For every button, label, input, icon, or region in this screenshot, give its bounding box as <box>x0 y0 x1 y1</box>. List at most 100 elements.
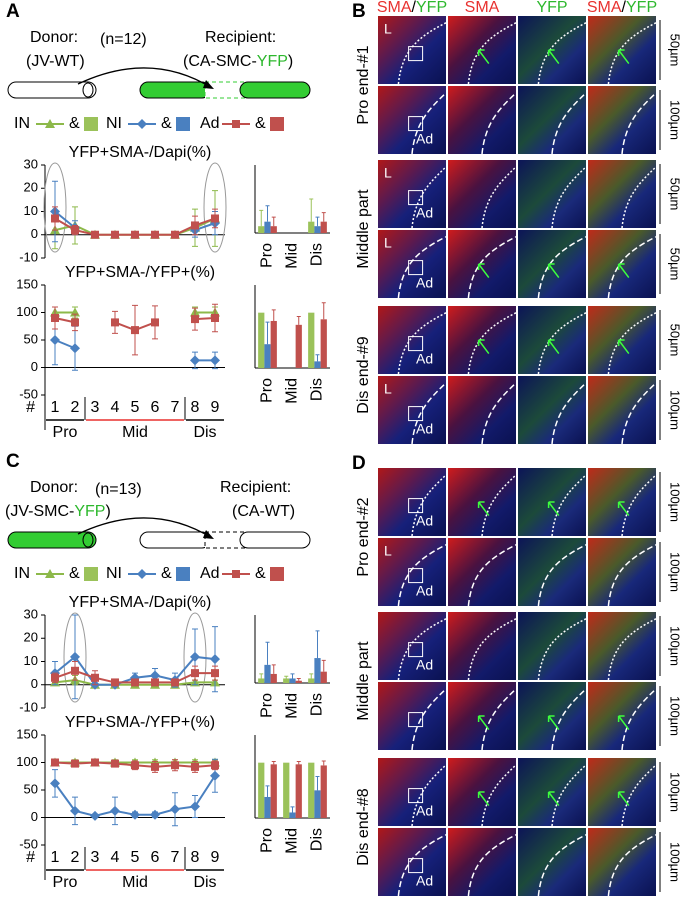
group-label: Mid <box>122 424 148 441</box>
inset-box <box>408 46 424 62</box>
multi-color-text: SMA/YFP <box>377 0 447 16</box>
x-tick-label: 7 <box>171 399 180 416</box>
group-label: Pro end-#1 <box>355 45 372 124</box>
micrograph <box>518 538 586 606</box>
point <box>211 761 219 770</box>
green-arrow <box>547 501 560 517</box>
text-part: SMA <box>377 0 412 16</box>
micrograph <box>378 86 446 154</box>
boundary-line <box>607 22 657 85</box>
image-tag: L <box>384 381 392 397</box>
bar <box>283 678 290 683</box>
point <box>150 809 160 820</box>
boundary-line <box>551 382 587 445</box>
point <box>50 335 60 345</box>
x-tick-label: 6 <box>151 399 160 416</box>
image-tag: Ad <box>416 421 433 437</box>
bar-category-label: Pro <box>259 378 276 403</box>
multi-color-text: YFP <box>536 0 567 16</box>
error-bar <box>315 776 320 791</box>
scale-label: 50µm <box>668 248 683 281</box>
micrograph <box>448 86 516 154</box>
group-label: Dis end-#8 <box>355 788 372 865</box>
micrograph <box>448 828 516 896</box>
micrograph <box>448 612 516 680</box>
text-part: YFP <box>626 0 657 16</box>
error-bar <box>296 761 301 765</box>
boundary-line <box>411 92 447 155</box>
bar <box>270 673 277 683</box>
error-bar <box>321 760 326 766</box>
micrograph <box>448 160 516 228</box>
point <box>51 758 59 767</box>
x-tick-label: 2 <box>71 849 80 866</box>
y-tick-label: 20 <box>24 180 38 195</box>
y-tick-label: 50 <box>24 331 38 346</box>
boundary-line <box>621 764 657 827</box>
point <box>131 230 139 239</box>
text-part: SMA <box>465 0 500 16</box>
point <box>210 355 220 366</box>
group-label: Dis <box>193 424 216 441</box>
donor-label: Donor: <box>30 479 78 496</box>
bar <box>314 361 321 368</box>
scale-label: 100µm <box>668 842 683 882</box>
x-tick-label: 8 <box>191 399 200 416</box>
green-arrow <box>617 791 630 807</box>
legend-marker <box>232 570 240 578</box>
transfer-arrow <box>77 517 213 539</box>
point <box>210 770 220 781</box>
boundary-line <box>481 474 517 537</box>
boundary-line <box>537 544 587 607</box>
green-arrow <box>547 715 560 731</box>
point <box>170 804 180 815</box>
legend-marker <box>137 119 147 129</box>
scale-label: 100µm <box>668 626 683 666</box>
x-tick-label: 8 <box>191 849 200 866</box>
point <box>70 343 80 354</box>
micrograph <box>588 160 656 228</box>
point <box>191 315 199 324</box>
text-part: (JV-WT) <box>26 53 85 70</box>
bar-category-label: Dis <box>309 243 326 266</box>
x-tick-label: 4 <box>111 849 120 866</box>
point <box>151 678 159 687</box>
legend-swatch <box>84 567 98 581</box>
donor-vessel <box>7 81 97 99</box>
recipient-vessel-right <box>239 81 311 99</box>
error-bar <box>271 216 276 227</box>
boundary-line <box>467 236 517 299</box>
error-bar <box>315 216 320 227</box>
scale-label: 50µm <box>668 34 683 67</box>
boundary-line <box>397 22 447 85</box>
boundary-line <box>551 92 587 155</box>
bar <box>289 678 296 683</box>
legend-marker <box>45 569 55 578</box>
error-bar <box>271 309 276 321</box>
point <box>191 762 199 771</box>
image-tag: Ad <box>416 513 433 529</box>
text-part: ) <box>288 53 293 70</box>
point <box>190 651 200 662</box>
point <box>111 759 119 768</box>
donor-label: Donor: <box>30 29 78 46</box>
point <box>51 314 59 322</box>
group-label: Middle part <box>355 189 372 269</box>
bar <box>295 324 302 368</box>
green-arrow <box>477 339 490 355</box>
bar-category-label: Pro <box>259 243 276 268</box>
y-tick-label: 10 <box>24 203 38 218</box>
boundary-line <box>607 312 657 375</box>
legend-label: NI <box>106 115 122 132</box>
bar <box>283 762 290 818</box>
point <box>91 230 99 239</box>
panel-letter: C <box>6 451 20 472</box>
bar <box>320 671 327 683</box>
point <box>131 326 139 335</box>
bar <box>308 221 315 233</box>
error-bar <box>321 659 326 672</box>
boundary-line <box>467 834 517 897</box>
inset-box <box>408 190 424 206</box>
chart-title: YFP+SMA-/Dapi(%) <box>69 144 212 161</box>
boundary-line <box>537 22 587 85</box>
